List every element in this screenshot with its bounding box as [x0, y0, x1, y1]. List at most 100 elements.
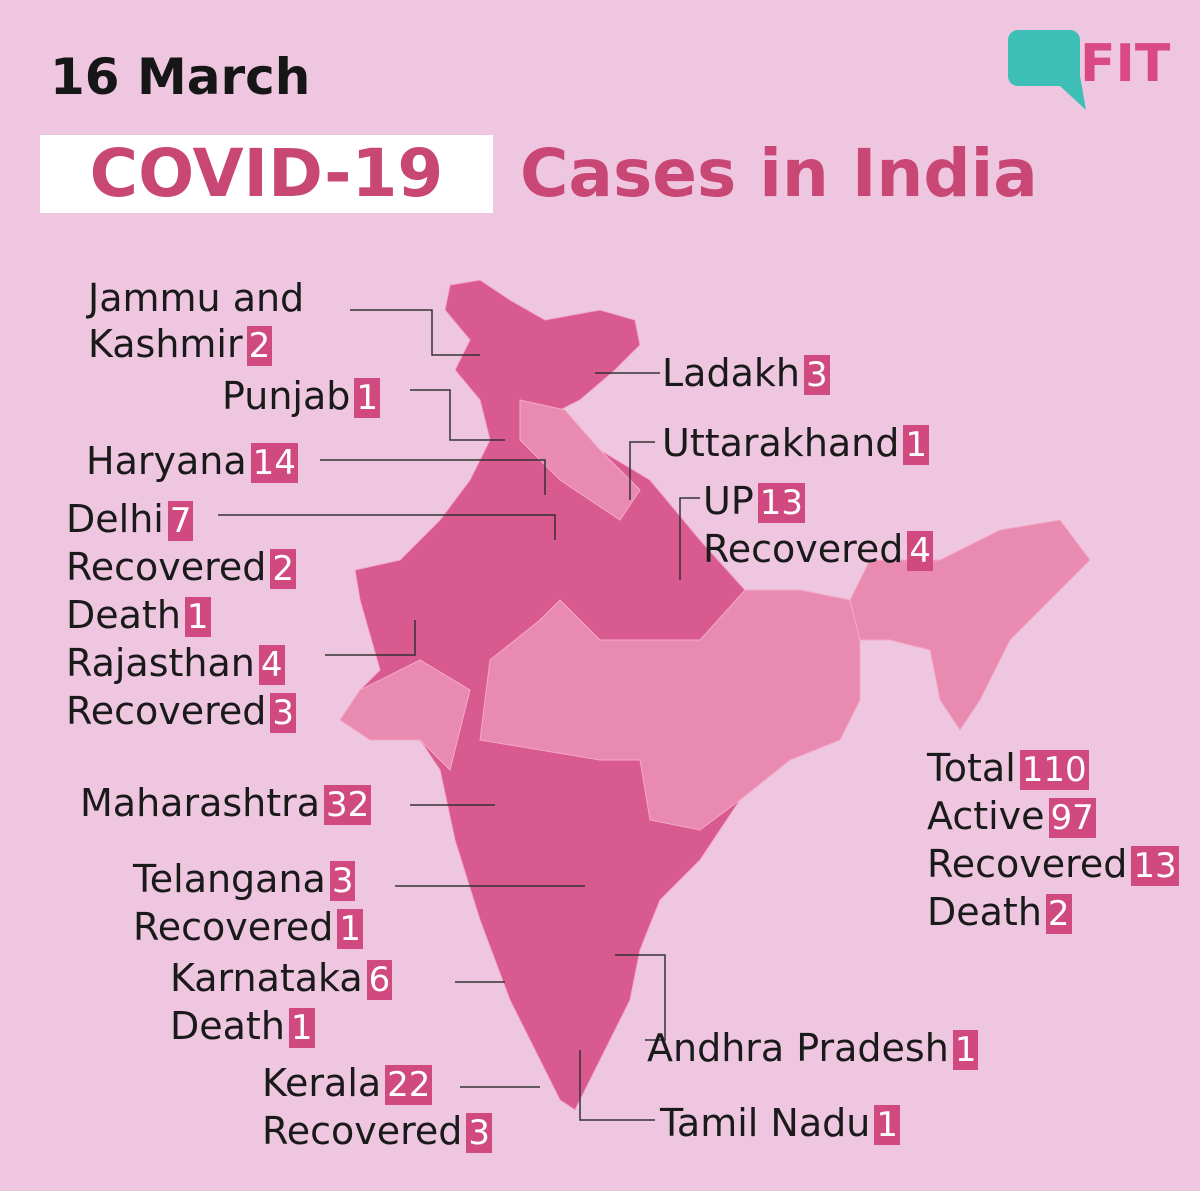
- label-row: Recovered 3: [262, 1108, 493, 1156]
- label-block: Karnataka 6 Death 1: [170, 955, 393, 1051]
- count-box: 2: [1045, 894, 1072, 934]
- label-row: Active 97: [927, 793, 1179, 841]
- label-block: Maharashtra 32: [80, 780, 372, 828]
- leader-lines: [218, 309, 700, 1121]
- label-text: Karnataka: [170, 956, 363, 1000]
- label-row: Haryana 14: [86, 438, 298, 486]
- gujarat-region: [339, 659, 471, 771]
- label-block: Jammu and Kashmir 2: [88, 275, 378, 369]
- count-box: 1: [337, 909, 364, 949]
- label-row: Delhi 7: [66, 496, 296, 544]
- label-row: Recovered 2: [66, 544, 297, 592]
- logo-bubble: [1008, 30, 1086, 110]
- label-block: Total 110 Active 97 Recovered 13 Death 2: [927, 745, 1179, 937]
- label-row: Kerala 22: [262, 1060, 492, 1108]
- count-box: 4: [258, 645, 285, 685]
- count-box: 14: [250, 443, 298, 483]
- label-row: Death 1: [170, 1003, 392, 1051]
- uttarakhand-region: [519, 399, 641, 521]
- count-box: 1: [952, 1030, 979, 1070]
- label-text: Recovered: [927, 842, 1128, 886]
- label-block: Ladakh 3: [662, 350, 830, 398]
- label-row: Karnataka 6: [170, 955, 393, 1003]
- label-text: Death: [66, 593, 181, 637]
- label-text: Rajasthan: [66, 641, 255, 685]
- count-box: 13: [1131, 846, 1179, 886]
- label-row: UP 13: [703, 478, 933, 526]
- label-text: Kerala: [262, 1061, 382, 1105]
- label-text: Recovered: [262, 1109, 463, 1153]
- label-row: Telangana 3: [133, 856, 363, 904]
- count-box: 1: [184, 597, 211, 637]
- count-box: 4: [907, 531, 934, 571]
- label-block: UP 13 Recovered 4: [703, 478, 934, 574]
- label-row: Rajasthan 4: [66, 640, 296, 688]
- count-box: 3: [803, 355, 830, 395]
- label-row: Punjab 1: [222, 373, 381, 421]
- count-box: 97: [1048, 798, 1096, 838]
- label-text: Death: [927, 890, 1042, 934]
- label-block: Tamil Nadu 1: [660, 1100, 900, 1148]
- label-text: Recovered: [66, 545, 267, 589]
- date: 16 March: [50, 48, 311, 106]
- count-box: 1: [903, 425, 930, 465]
- label-row: Death 2: [927, 889, 1179, 937]
- label-text: Recovered: [133, 905, 334, 949]
- count-box: 1: [354, 378, 381, 418]
- label-row: Recovered 3: [66, 688, 297, 736]
- count-box: 1: [874, 1105, 900, 1145]
- label-row: Uttarakhand 1: [662, 420, 930, 468]
- label-block: Rajasthan 4 Recovered 3: [66, 640, 297, 736]
- label-text: Total: [927, 746, 1016, 790]
- label-text: Delhi: [66, 497, 164, 541]
- label-text: Punjab: [222, 374, 351, 418]
- count-box: 1: [288, 1008, 315, 1048]
- count-box: 7: [167, 501, 194, 541]
- label-text: Recovered: [703, 527, 904, 571]
- count-box: 22: [385, 1065, 433, 1105]
- label-text: Ladakh: [662, 351, 800, 395]
- title: Cases in India: [520, 135, 1038, 212]
- label-text: Active: [927, 794, 1045, 838]
- label-row: Maharashtra 32: [80, 780, 372, 828]
- label-row: Jammu and Kashmir 2: [88, 275, 378, 369]
- count-box: 110: [1019, 750, 1089, 790]
- count-box: 13: [757, 483, 805, 523]
- count-box: 3: [270, 693, 297, 733]
- label-text: Recovered: [66, 689, 267, 733]
- label-text: UP: [703, 479, 754, 523]
- label-text: Andhra Pradesh: [647, 1026, 949, 1070]
- label-block: Kerala 22 Recovered 3: [262, 1060, 493, 1156]
- logo: FIT: [1080, 34, 1171, 94]
- northeast-region: [849, 519, 1091, 731]
- label-row: Recovered 1: [133, 904, 364, 952]
- label-text: Tamil Nadu: [660, 1101, 871, 1145]
- label-block: Telangana 3 Recovered 1: [133, 856, 364, 952]
- count-box: 2: [270, 549, 297, 589]
- count-box: 32: [324, 785, 372, 825]
- label-row: Recovered 4: [703, 526, 934, 574]
- title-highlight: COVID-19: [40, 135, 493, 213]
- label-row: Andhra Pradesh 1: [647, 1025, 979, 1073]
- label-text: Haryana: [86, 439, 247, 483]
- count-box: 6: [366, 960, 393, 1000]
- label-block: Andhra Pradesh 1: [647, 1025, 979, 1073]
- label-text: Maharashtra: [80, 781, 321, 825]
- count-box: 3: [466, 1113, 493, 1153]
- label-row: Ladakh 3: [662, 350, 830, 398]
- label-text: Telangana: [133, 857, 326, 901]
- label-text: Jammu and Kashmir: [88, 276, 305, 366]
- label-block: Haryana 14: [86, 438, 298, 486]
- label-row: Total 110: [927, 745, 1179, 793]
- label-block: Delhi 7 Recovered 2 Death 1: [66, 496, 297, 640]
- label-row: Death 1: [66, 592, 296, 640]
- label-block: Punjab 1: [222, 373, 381, 421]
- label-row: Recovered 13: [927, 841, 1179, 889]
- label-text: Uttarakhand: [662, 421, 900, 465]
- label-block: Uttarakhand 1: [662, 420, 930, 468]
- count-box: 2: [246, 326, 273, 366]
- label-text: Death: [170, 1004, 285, 1048]
- label-row: Tamil Nadu 1: [660, 1100, 900, 1148]
